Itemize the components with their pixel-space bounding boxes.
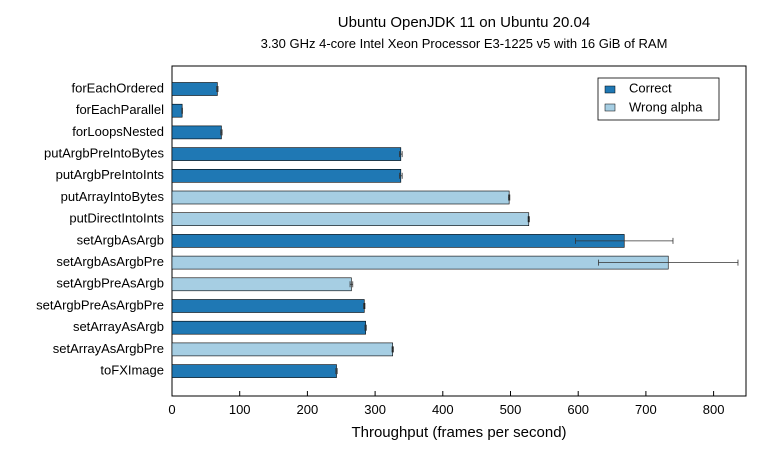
bar-putDirectIntoInts xyxy=(171,212,530,226)
bar-putArrayIntoBytes xyxy=(171,190,510,205)
bar-forLoopsNested xyxy=(171,125,222,140)
chart-subtitle: 3.30 GHz 4-core Intel Xeon Processor E3-… xyxy=(261,36,668,51)
x-axis-label: Throughput (frames per second) xyxy=(351,424,566,441)
bar-setArrayAsArgbPre xyxy=(171,342,394,357)
bar-setArgbAsArgb xyxy=(171,234,625,248)
legend-label-wrong-alpha: Wrong alpha xyxy=(629,99,703,114)
x-tick-label-600: 600 xyxy=(567,402,589,417)
x-tick-label-800: 800 xyxy=(703,402,725,417)
category-label-setArgbPreAsArgb: setArgbPreAsArgb xyxy=(56,276,164,291)
error-bar-setArgbAsArgb xyxy=(575,237,674,244)
category-label-forEachParallel: forEachParallel xyxy=(76,102,164,117)
bar-setArgbAsArgbPre xyxy=(171,255,669,270)
bar-forEachOrdered xyxy=(171,82,218,96)
legend: Correct Wrong alpha xyxy=(597,77,720,121)
bar-putArgbPreIntoInts xyxy=(171,169,402,183)
error-bar-setArrayAsArgbPre xyxy=(391,346,394,353)
category-label-putArgbPreIntoBytes: putArgbPreIntoBytes xyxy=(44,146,164,161)
category-label-putDirectIntoInts: putDirectIntoInts xyxy=(69,211,164,226)
x-axis-ticks: 0 100 200 300 400 500 600 700 800 xyxy=(168,391,724,417)
error-bar-putArgbPreIntoInts xyxy=(399,172,403,179)
category-label-forEachOrdered: forEachOrdered xyxy=(72,80,165,95)
category-label-setArgbAsArgbPre: setArgbAsArgbPre xyxy=(56,254,164,269)
bar-setArrayAsArgb xyxy=(171,320,366,335)
category-labels: forEachOrdered forEachParallel forLoopsNes… xyxy=(36,80,164,377)
error-bar-toFXImage xyxy=(335,368,338,375)
error-bar-setArgbPreAsArgb xyxy=(349,281,354,288)
error-bar-forLoopsNested xyxy=(220,129,223,136)
x-tick-label-700: 700 xyxy=(635,402,657,417)
legend-swatch-wrong-alpha xyxy=(604,103,616,112)
x-tick-label-300: 300 xyxy=(364,402,386,417)
bar-putArgbPreIntoBytes xyxy=(171,147,402,161)
bar-setArgbPreAsArgb xyxy=(171,277,352,292)
x-tick-label-100: 100 xyxy=(229,402,251,417)
legend-box xyxy=(597,77,720,121)
plot-frame xyxy=(171,65,747,397)
chart-title: Ubuntu OpenJDK 11 on Ubuntu 20.04 xyxy=(338,14,590,31)
error-bar-forEachOrdered xyxy=(216,86,219,92)
x-tick-label-0: 0 xyxy=(168,402,175,417)
bar-toFXImage xyxy=(171,364,337,378)
x-tick-label-400: 400 xyxy=(432,402,454,417)
bars-group xyxy=(171,82,739,378)
error-bar-forEachParallel xyxy=(181,107,183,114)
error-bar-putDirectIntoInts xyxy=(527,216,530,223)
bar-forEachParallel xyxy=(171,103,183,118)
category-label-setArgbPreAsArgbPre: setArgbPreAsArgbPre xyxy=(36,297,164,312)
category-label-setArgbAsArgb: setArgbAsArgb xyxy=(77,232,164,247)
category-label-putArgbPreIntoInts: putArgbPreIntoInts xyxy=(56,167,165,182)
category-label-putArrayIntoBytes: putArrayIntoBytes xyxy=(61,189,165,204)
legend-swatch-correct xyxy=(604,85,616,94)
category-label-setArrayAsArgb: setArrayAsArgb xyxy=(73,319,164,334)
error-bar-setArrayAsArgb xyxy=(364,324,367,331)
x-tick-label-200: 200 xyxy=(297,402,319,417)
error-bar-setArgbPreAsArgbPre xyxy=(363,303,366,309)
x-tick-label-500: 500 xyxy=(500,402,522,417)
error-bar-putArgbPreIntoBytes xyxy=(399,151,403,158)
category-label-toFXImage: toFXImage xyxy=(100,363,164,378)
category-label-forLoopsNested: forLoopsNested xyxy=(72,124,164,139)
bar-setArgbPreAsArgbPre xyxy=(171,299,365,313)
error-bar-setArgbAsArgbPre xyxy=(598,259,739,266)
legend-label-correct: Correct xyxy=(629,80,672,95)
category-label-setArrayAsArgbPre: setArrayAsArgbPre xyxy=(53,341,164,356)
error-bar-putArrayIntoBytes xyxy=(508,194,511,201)
